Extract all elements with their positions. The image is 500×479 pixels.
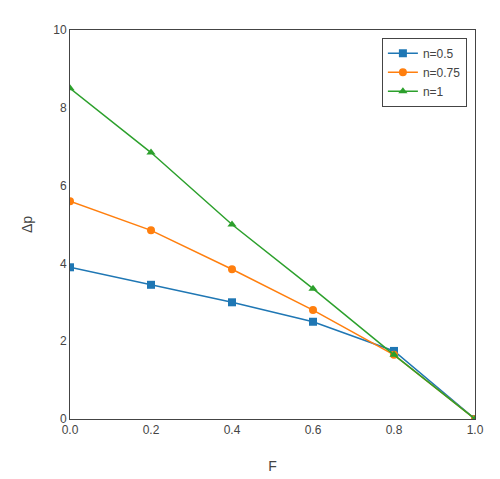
svg-text:10: 10 [53, 23, 67, 37]
svg-text:6: 6 [60, 179, 67, 193]
svg-text:8: 8 [60, 101, 67, 115]
svg-text:n=0.75: n=0.75 [423, 66, 460, 80]
svg-text:n=1: n=1 [423, 85, 444, 99]
svg-text:1.0: 1.0 [467, 423, 484, 437]
svg-text:F: F [268, 458, 277, 474]
svg-text:n=0.5: n=0.5 [423, 47, 454, 61]
svg-text:0.8: 0.8 [386, 423, 403, 437]
svg-text:0: 0 [60, 412, 67, 426]
svg-text:0.2: 0.2 [143, 423, 160, 437]
svg-text:4: 4 [60, 257, 67, 271]
svg-text:0.0: 0.0 [62, 423, 79, 437]
svg-text:0.4: 0.4 [224, 423, 241, 437]
svg-text:Δp: Δp [19, 216, 35, 233]
svg-text:2: 2 [60, 334, 67, 348]
svg-text:0.6: 0.6 [305, 423, 322, 437]
